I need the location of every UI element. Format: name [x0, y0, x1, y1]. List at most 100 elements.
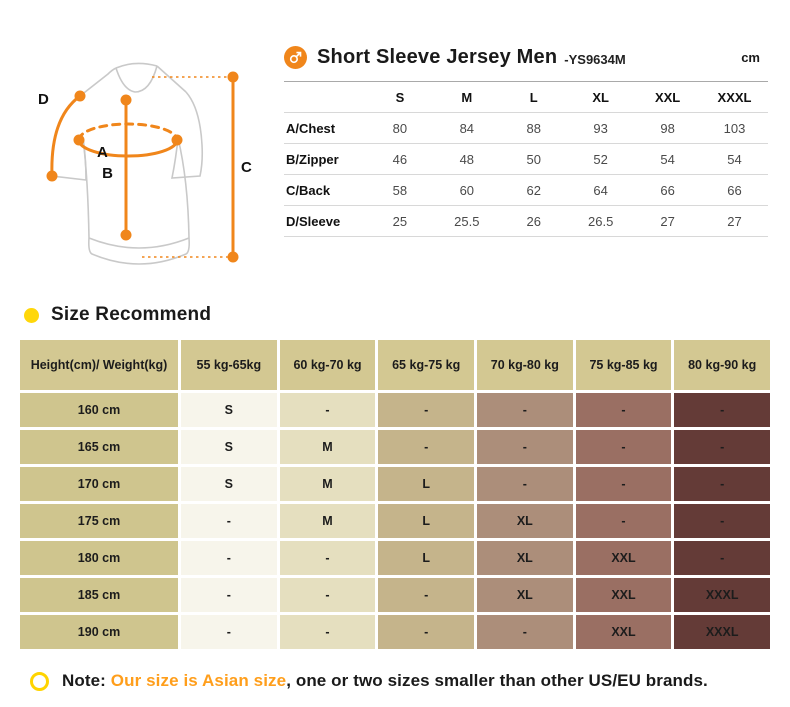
sr-cell: -	[575, 504, 672, 538]
product-model: -YS9634M	[564, 52, 626, 67]
spec-section: C A B	[0, 0, 790, 296]
jersey-diagram-svg: C A B	[38, 62, 252, 265]
note-suffix: , one or two sizes smaller than other US…	[286, 671, 708, 690]
size-recommend-table: Height(cm)/ Weight(kg) 55 kg-65kg 60 kg-…	[20, 340, 770, 649]
cell-value: 25.5	[454, 213, 480, 229]
yellow-dot-icon	[24, 307, 39, 323]
sr-header-height-weight: Height(cm)/ Weight(kg)	[20, 340, 178, 390]
sr-header-weight-6: 80 kg-90 kg	[674, 340, 770, 390]
sr-cell: -	[378, 430, 474, 464]
sr-cell: -	[181, 578, 277, 612]
sr-cell: S	[181, 467, 277, 501]
label-a: A	[97, 144, 108, 161]
measurement-table: S M L XL XXL XXXL A/Chest 80 84 88 93 98…	[284, 81, 768, 237]
cell-value: 80	[392, 120, 408, 136]
sr-cell: XXL	[575, 541, 672, 575]
sr-cell: -	[279, 541, 376, 575]
sr-cell: -	[378, 393, 474, 427]
sr-height-180: 180 cm	[20, 541, 178, 575]
cell-value: 26.5	[588, 213, 614, 229]
sr-cell: -	[674, 541, 770, 575]
measure-a-chest: A	[73, 122, 183, 161]
size-col-s: S	[395, 89, 405, 105]
size-recommend-header: Size Recommend	[24, 304, 790, 326]
note-text: Note: Our size is Asian size, one or two…	[62, 671, 708, 691]
sr-cell: -	[476, 393, 573, 427]
sr-height-160: 160 cm	[20, 393, 178, 427]
cell-value: 60	[459, 182, 475, 198]
jersey-measurement-diagram: C A B	[0, 0, 280, 290]
sr-cell: -	[378, 578, 474, 612]
sr-cell: S	[181, 393, 277, 427]
cell-value: 66	[660, 182, 675, 198]
sr-cell: -	[279, 615, 376, 649]
cell-value: 25	[392, 213, 408, 229]
sr-cell: -	[575, 467, 672, 501]
table-row: C/Back 58 60 62 64 66 66	[284, 175, 768, 206]
sr-height-175: 175 cm	[20, 504, 178, 538]
cell-value: 46	[392, 151, 408, 167]
sr-cell: L	[378, 504, 474, 538]
cell-value: 27	[727, 213, 742, 229]
measure-c-back: C	[142, 71, 252, 263]
sr-cell: XL	[476, 504, 573, 538]
sr-header-weight-5: 75 kg-85 kg	[575, 340, 672, 390]
sr-cell: XL	[476, 541, 573, 575]
sr-header-weight-4: 70 kg-80 kg	[476, 340, 573, 390]
sr-cell: M	[279, 430, 376, 464]
cell-value: 52	[593, 151, 608, 167]
sr-cell: -	[575, 430, 672, 464]
cell-value: 26	[526, 213, 541, 229]
row-label-chest: A/Chest	[286, 120, 336, 136]
male-icon	[284, 46, 307, 69]
sr-cell: XXXL	[674, 615, 770, 649]
note-row: Note: Our size is Asian size, one or two…	[30, 671, 790, 691]
cell-value: 84	[459, 120, 475, 136]
sr-cell: XXXL	[674, 578, 770, 612]
cell-value: 66	[727, 182, 742, 198]
sr-header-weight-3: 65 kg-75 kg	[378, 340, 474, 390]
size-col-xxl: XXL	[654, 89, 681, 105]
sr-cell: -	[181, 541, 277, 575]
size-recommend-title: Size Recommend	[51, 304, 212, 325]
sr-cell: -	[181, 615, 277, 649]
sr-cell: -	[674, 504, 770, 538]
cell-value: 93	[593, 120, 608, 136]
label-c: C	[241, 159, 252, 176]
sr-cell: -	[279, 578, 376, 612]
table-row: B/Zipper 46 48 50 52 54 54	[284, 144, 768, 175]
size-col-xl: XL	[592, 89, 609, 105]
table-row: D/Sleeve 25 25.5 26 26.5 27 27	[284, 206, 768, 237]
sr-cell: -	[575, 393, 672, 427]
sr-cell: XXL	[575, 578, 672, 612]
note-prefix: Note:	[62, 671, 111, 690]
cell-value: 54	[660, 151, 675, 167]
row-label-zipper: B/Zipper	[286, 151, 339, 167]
sr-cell: -	[674, 393, 770, 427]
size-col-xxxl: XXXL	[717, 89, 752, 105]
size-col-m: M	[461, 89, 473, 105]
cell-value: 88	[526, 120, 541, 136]
sr-header-weight-2: 60 kg-70 kg	[279, 340, 376, 390]
sr-cell: L	[378, 467, 474, 501]
cell-value: 64	[593, 182, 608, 198]
sr-height-165: 165 cm	[20, 430, 178, 464]
sr-cell: M	[279, 467, 376, 501]
sr-cell: -	[476, 430, 573, 464]
empty-corner	[284, 82, 366, 113]
sr-cell: XXL	[575, 615, 672, 649]
row-label-back: C/Back	[286, 182, 331, 198]
sr-cell: -	[279, 393, 376, 427]
measure-d-sleeve: D	[38, 90, 86, 182]
cell-value: 58	[392, 182, 408, 198]
sr-cell: L	[378, 541, 474, 575]
measure-b-zipper: B	[102, 94, 132, 241]
product-title: Short Sleeve Jersey Men	[317, 46, 558, 68]
sr-cell: S	[181, 430, 277, 464]
cell-value: 62	[526, 182, 541, 198]
sr-height-185: 185 cm	[20, 578, 178, 612]
sr-cell: -	[378, 615, 474, 649]
yellow-ring-icon	[30, 671, 49, 691]
cell-value: 50	[526, 151, 541, 167]
